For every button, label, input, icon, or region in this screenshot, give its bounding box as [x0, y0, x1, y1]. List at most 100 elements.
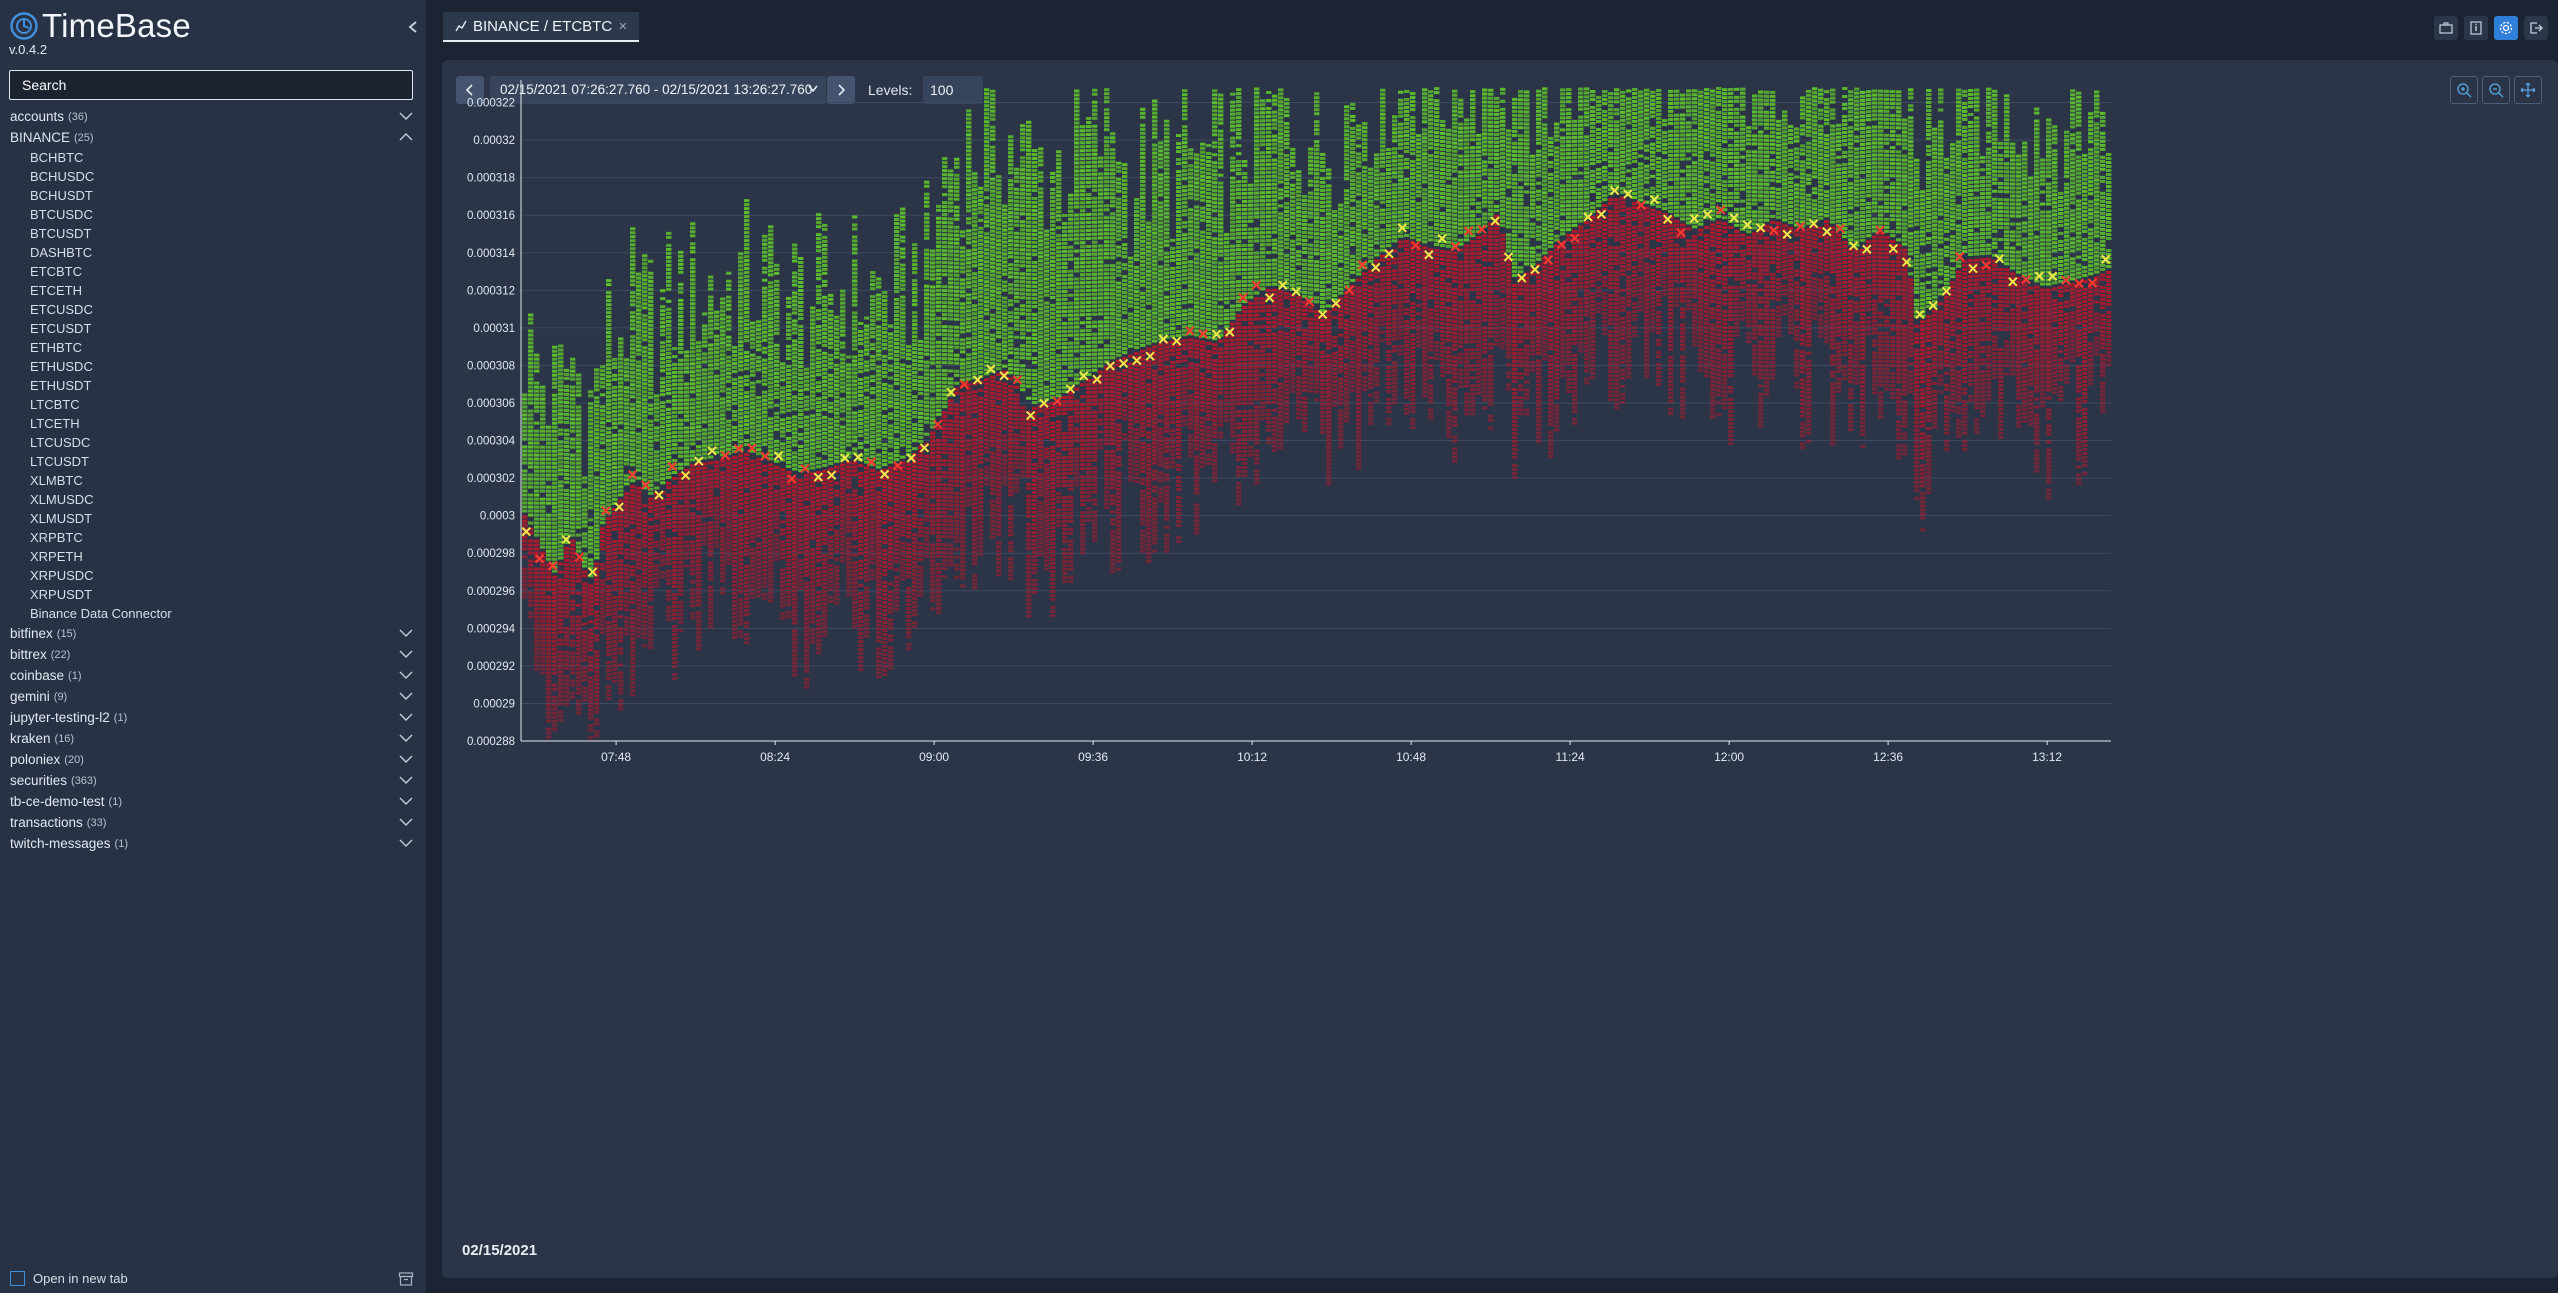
ask-level	[588, 430, 594, 434]
tree-group-twitch-messages[interactable]: twitch-messages (1)	[0, 833, 426, 854]
chevron-up-icon[interactable]	[398, 130, 414, 144]
stream-item[interactable]: LTCETH	[30, 416, 80, 431]
stream-item[interactable]: BCHBTC	[30, 150, 84, 165]
ask-level	[666, 331, 672, 335]
bid-level	[840, 555, 846, 559]
tree-group-binance[interactable]: BINANCE (25)	[0, 127, 426, 148]
ask-level	[552, 549, 558, 553]
logout-button[interactable]	[2524, 16, 2548, 40]
info-button[interactable]	[2464, 16, 2488, 40]
chevron-down-icon[interactable]	[398, 710, 414, 724]
pan-button[interactable]	[2514, 76, 2542, 104]
stream-item[interactable]: DASHBTC	[30, 245, 93, 260]
stream-item[interactable]: XLMBTC	[30, 473, 83, 488]
ask-level	[840, 361, 846, 365]
stream-item[interactable]: ETCBTC	[30, 264, 82, 279]
ask-level	[816, 441, 822, 445]
levels-input[interactable]	[923, 76, 983, 104]
collapse-sidebar-icon[interactable]	[405, 20, 421, 36]
bid-level	[846, 525, 852, 529]
bid-level	[570, 575, 576, 579]
time-range-select[interactable]: 02/15/2021 07:26:27.760 - 02/15/2021 13:…	[490, 76, 826, 104]
ask-level	[558, 360, 564, 364]
ask-level	[618, 389, 624, 393]
next-range-button[interactable]	[827, 76, 855, 104]
bid-level	[600, 539, 606, 543]
stream-item[interactable]: XLMUSDC	[30, 492, 94, 507]
chevron-down-icon[interactable]	[398, 647, 414, 661]
chevron-down-icon[interactable]	[398, 794, 414, 808]
zoom-in-button[interactable]	[2450, 76, 2478, 104]
stream-item[interactable]: BTCUSDT	[30, 226, 92, 241]
bid-level	[810, 504, 816, 508]
briefcase-button[interactable]	[2434, 16, 2458, 40]
bid-level	[546, 719, 552, 723]
tree-group-accounts[interactable]: accounts (36)	[0, 106, 426, 127]
stream-item[interactable]: XRPUSDT	[30, 587, 93, 602]
ask-level	[630, 263, 636, 267]
tab-binance-etcbtc[interactable]: BINANCE / ETCBTC ✕	[443, 12, 640, 42]
tab-close-icon[interactable]: ✕	[618, 20, 628, 33]
stream-item[interactable]: ETCUSDT	[30, 321, 92, 336]
stream-item[interactable]: LTCBTC	[30, 397, 80, 412]
open-new-tab-option[interactable]: Open in new tab	[10, 1271, 128, 1286]
stream-item[interactable]: BCHUSDT	[30, 188, 93, 203]
bid-level	[780, 504, 786, 508]
ask-level	[768, 365, 774, 369]
stream-item[interactable]: BTCUSDC	[30, 207, 93, 222]
ask-level	[624, 370, 630, 374]
zoom-out-button[interactable]	[2482, 76, 2510, 104]
stream-item[interactable]: BCHUSDC	[30, 169, 95, 184]
ask-level	[810, 438, 816, 442]
stream-item[interactable]: ETCETH	[30, 283, 82, 298]
bid-level	[864, 618, 870, 622]
tree-group-gemini[interactable]: gemini (9)	[0, 686, 426, 707]
stream-item[interactable]: XLMUSDT	[30, 511, 93, 526]
chevron-down-icon[interactable]	[398, 815, 414, 829]
tree-group-bitfinex[interactable]: bitfinex (15)	[0, 623, 426, 644]
tree-group-poloniex[interactable]: poloniex (20)	[0, 749, 426, 770]
stream-item[interactable]: XRPETH	[30, 549, 83, 564]
open-new-tab-checkbox[interactable]	[10, 1271, 25, 1286]
prev-range-button[interactable]	[456, 76, 484, 104]
bid-level	[624, 512, 630, 516]
bid-level	[546, 599, 552, 603]
chevron-down-icon[interactable]	[398, 689, 414, 703]
tree-group-bittrex[interactable]: bittrex (22)	[0, 644, 426, 665]
tree-group-tb-ce-demo-test[interactable]: tb-ce-demo-test (1)	[0, 791, 426, 812]
ask-level	[822, 419, 828, 423]
tree-group-jupyter-testing-l2[interactable]: jupyter-testing-l2 (1)	[0, 707, 426, 728]
stream-item[interactable]: XRPBTC	[30, 530, 83, 545]
bid-level	[654, 544, 660, 548]
chevron-down-icon[interactable]	[398, 109, 414, 123]
bid-level	[552, 667, 558, 671]
chevron-down-icon[interactable]	[398, 731, 414, 745]
stream-item[interactable]: XRPUSDC	[30, 568, 94, 583]
search-input[interactable]	[9, 70, 413, 100]
chevron-down-icon[interactable]	[398, 836, 414, 850]
settings-button[interactable]	[2494, 16, 2518, 40]
stream-item[interactable]: LTCUSDC	[30, 435, 91, 450]
tree-group-coinbase[interactable]: coinbase (1)	[0, 665, 426, 686]
archive-icon[interactable]	[398, 1271, 414, 1287]
chevron-down-icon[interactable]	[398, 752, 414, 766]
bid-level	[870, 557, 876, 561]
stream-item[interactable]: ETCUSDC	[30, 302, 93, 317]
stream-item[interactable]: LTCUSDT	[30, 454, 89, 469]
stream-item[interactable]: Binance Data Connector	[30, 606, 172, 621]
bid-level	[858, 624, 864, 628]
stream-item[interactable]: ETHUSDC	[30, 359, 93, 374]
bid-level	[546, 735, 552, 739]
chevron-down-icon[interactable]	[398, 626, 414, 640]
tree-group-kraken[interactable]: kraken (16)	[0, 728, 426, 749]
ask-level	[900, 403, 906, 407]
chevron-down-icon[interactable]	[398, 773, 414, 787]
stream-item[interactable]: ETHBTC	[30, 340, 82, 355]
chevron-down-icon[interactable]	[398, 668, 414, 682]
tree-group-securities[interactable]: securities (363)	[0, 770, 426, 791]
tree-group-transactions[interactable]: transactions (33)	[0, 812, 426, 833]
stream-item[interactable]: ETHUSDT	[30, 378, 92, 393]
ask-level	[690, 290, 696, 294]
bid-level	[774, 541, 780, 545]
order-book-heatmap[interactable]: 0.0002880.000290.0002920.0002940.0002960…	[442, 60, 2558, 1278]
